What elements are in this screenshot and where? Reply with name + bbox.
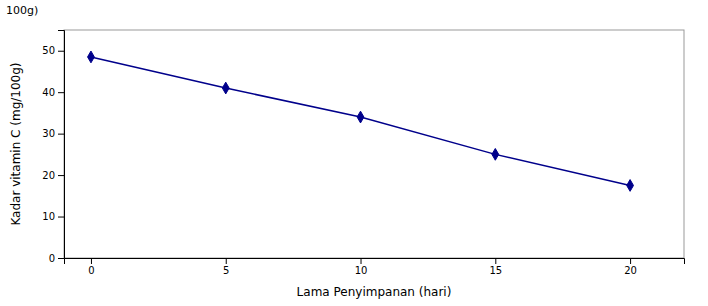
point — [627, 180, 634, 192]
tick-mark — [226, 258, 227, 264]
tick: 15 — [489, 258, 502, 276]
tick-mark — [495, 258, 496, 264]
tick-label: 5 — [223, 265, 229, 276]
point — [357, 111, 364, 123]
tick: 20 — [42, 170, 64, 181]
x-axis: 0 5 10 15 20 — [65, 258, 685, 276]
tick: 50 — [42, 45, 64, 56]
tick-label: 20 — [42, 170, 55, 181]
tick-label: 10 — [355, 265, 368, 276]
tick-label: 0 — [88, 265, 94, 276]
tick-label: 50 — [42, 45, 55, 56]
tick-label: 15 — [489, 265, 502, 276]
tick-label: 40 — [42, 87, 55, 98]
tick: 40 — [42, 87, 64, 98]
tick-mark — [361, 258, 362, 264]
point — [492, 148, 499, 160]
tick-label: 10 — [42, 211, 55, 222]
line — [91, 57, 630, 186]
tick: 30 — [42, 128, 64, 139]
plot-frame — [64, 30, 684, 258]
tick-mark — [58, 92, 64, 93]
tick: 10 — [42, 211, 64, 222]
tick-mark — [91, 258, 92, 264]
axis-line — [58, 31, 65, 259]
tick-label: 0 — [49, 253, 55, 264]
tick: 0 — [49, 253, 64, 264]
point — [88, 51, 95, 63]
tick-mark — [58, 217, 64, 218]
tick: 10 — [355, 258, 368, 276]
chart: 0 5 10 15 20 0 10 20 30 40 50 Lama Penyimpanan (har… — [0, 0, 708, 306]
tick-mark — [58, 134, 64, 135]
x-axis-title: Lama Penyimpanan (hari) — [297, 285, 452, 299]
axis-line — [65, 259, 685, 265]
y-axis: 0 10 20 30 40 50 — [42, 31, 64, 264]
y-axis-title: Kadar vitamin C (mg/100g) — [9, 62, 23, 225]
tick-mark — [58, 175, 64, 176]
tick-label: 30 — [42, 128, 55, 139]
tick-mark — [58, 258, 64, 259]
annotation: 100g) — [6, 4, 38, 17]
point — [222, 82, 229, 94]
tick: 5 — [223, 258, 229, 276]
marks — [88, 51, 634, 191]
tick-mark — [58, 51, 64, 52]
tick-label: 20 — [624, 265, 637, 276]
plot: 0 5 10 15 20 0 10 20 30 40 50 Lama Penyimpanan (har… — [9, 30, 685, 299]
tick-mark — [630, 258, 631, 264]
tick: 0 — [88, 258, 94, 276]
tick: 20 — [624, 258, 637, 276]
